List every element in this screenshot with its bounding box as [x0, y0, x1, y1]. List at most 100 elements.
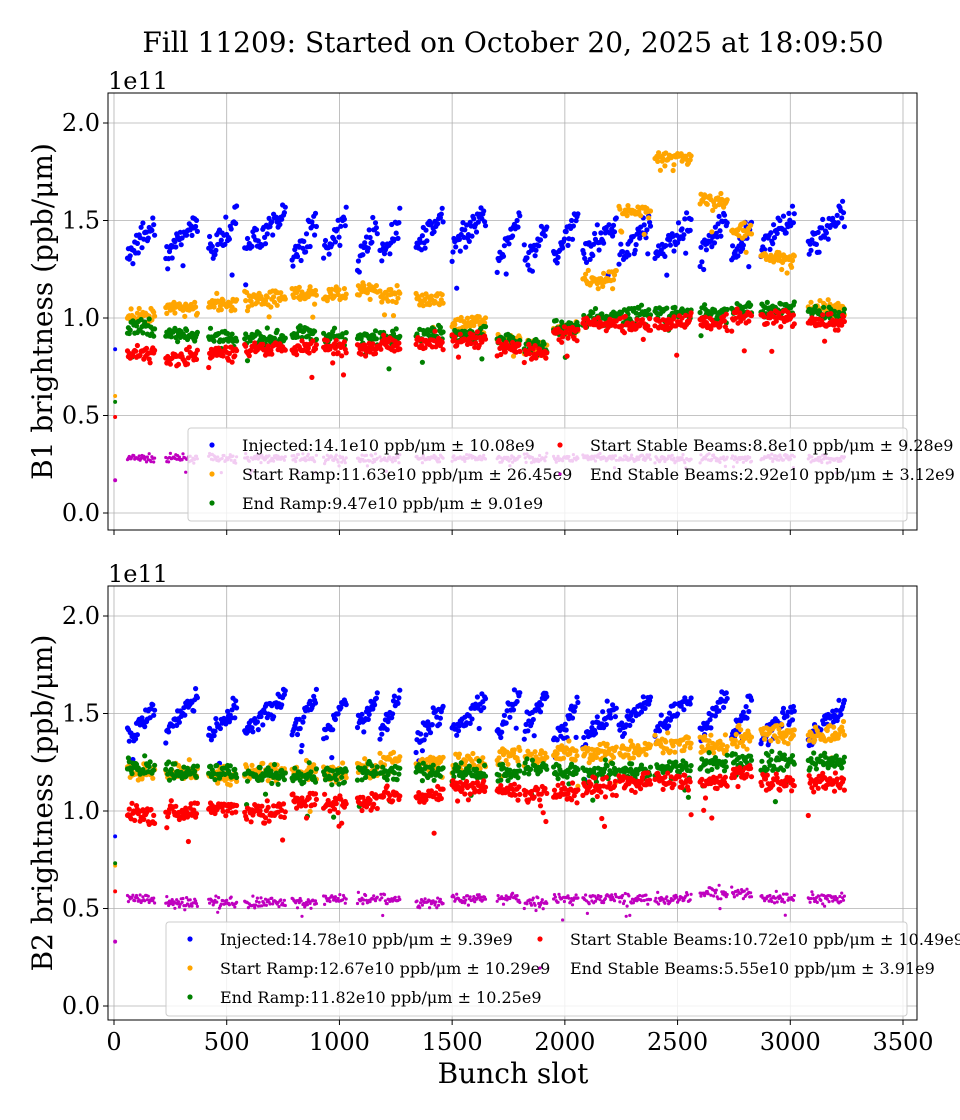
point-start-stable-beams	[575, 326, 581, 333]
point-start-stable-beams	[741, 348, 747, 354]
point-start-stable-beams	[468, 340, 474, 347]
point-end-stable-beams	[176, 900, 181, 904]
point-end-ramp	[812, 303, 819, 309]
point-injected	[834, 212, 840, 218]
point-start-stable-beams	[746, 318, 752, 324]
point-injected	[264, 231, 270, 237]
point-start-stable-beams	[333, 337, 339, 343]
point-start-ramp	[748, 231, 755, 237]
point-injected	[419, 233, 425, 239]
point-injected	[307, 698, 313, 704]
point-injected	[688, 216, 694, 222]
point-end-stable-beams	[714, 888, 718, 892]
point-end-ramp	[702, 302, 708, 308]
point-injected	[212, 252, 218, 258]
point-injected	[475, 219, 481, 225]
point-end-stable-beams	[185, 896, 189, 900]
point-injected	[312, 232, 318, 238]
point-end-stable-beams	[835, 896, 839, 901]
point-start-ramp	[452, 321, 458, 328]
axes-frame	[107, 92, 918, 531]
point-start-ramp	[791, 253, 797, 259]
point-start-ramp	[600, 283, 606, 289]
point-end-ramp	[194, 329, 200, 335]
point-end-stable-beams	[699, 894, 703, 898]
point-injected	[163, 740, 169, 746]
point-injected	[681, 232, 687, 238]
point-injected	[298, 749, 304, 755]
point-injected	[514, 698, 520, 705]
point-start-ramp	[517, 747, 523, 754]
point-injected	[569, 236, 576, 242]
point-end-stable-beams	[680, 896, 684, 900]
point-end-stable-beams	[465, 894, 470, 898]
point-injected	[666, 710, 673, 716]
point-injected	[369, 239, 375, 245]
point-end-stable-beams	[781, 897, 785, 902]
point-start-stable-beams	[622, 313, 628, 319]
point-start-stable-beams	[532, 343, 538, 349]
point-injected	[499, 729, 505, 735]
point-start-stable-beams	[544, 350, 550, 356]
point-injected	[422, 245, 428, 251]
point-injected	[258, 713, 264, 720]
point-injected	[321, 255, 327, 261]
point-end-stable-beams	[397, 895, 401, 899]
point-injected	[600, 709, 606, 715]
point-end-stable-beams	[225, 898, 229, 903]
point-injected	[537, 237, 544, 243]
point-end-stable-beams	[567, 896, 571, 900]
point-injected	[771, 235, 778, 241]
y-axis-label: B1 brightness (ppb/μm)	[26, 143, 59, 480]
point-injected	[671, 248, 677, 254]
point-start-ramp	[377, 288, 383, 294]
point-injected	[521, 242, 527, 248]
point-end-stable-beams	[477, 893, 481, 897]
point-start-stable-beams	[340, 343, 346, 349]
point-start-stable-beams	[498, 351, 504, 358]
point-injected	[656, 728, 663, 734]
point-start-stable-beams	[396, 340, 402, 346]
point-injected	[611, 229, 618, 235]
point-end-stable-beams	[298, 896, 302, 901]
point-start-stable-beams	[363, 353, 369, 359]
point-injected	[395, 235, 401, 241]
point-end-stable-beams	[770, 899, 774, 904]
point-injected	[712, 713, 719, 719]
point-start-stable-beams	[565, 335, 571, 341]
point-start-ramp	[583, 271, 589, 277]
point-start-ramp	[710, 207, 716, 213]
point-start-ramp	[743, 249, 749, 255]
point-injected	[517, 690, 523, 696]
point-end-stable-beams	[648, 897, 653, 902]
point-injected	[536, 243, 542, 249]
point-end-stable-beams	[420, 903, 424, 907]
point-start-stable-beams	[397, 346, 403, 352]
point-end-stable-beams	[380, 896, 384, 900]
point-injected	[374, 231, 380, 237]
point-injected	[789, 203, 796, 209]
point-injected	[783, 230, 789, 236]
point-injected	[709, 244, 715, 250]
point-injected	[379, 731, 385, 737]
point-injected	[457, 248, 463, 254]
point-start-stable-beams	[305, 345, 311, 351]
point-injected	[573, 218, 579, 224]
point-start-ramp	[610, 286, 616, 292]
point-start-stable-beams	[473, 340, 479, 346]
point-injected	[642, 705, 648, 712]
point-end-stable-beams	[822, 893, 826, 898]
point-end-stable-beams	[556, 900, 560, 904]
point-end-stable-beams	[642, 898, 646, 903]
point-end-stable-beams	[138, 893, 142, 897]
point-start-ramp	[136, 305, 142, 312]
point-end-stable-beams	[533, 903, 537, 907]
point-injected	[464, 222, 470, 228]
point-end-stable-beams	[171, 903, 175, 907]
point-injected	[647, 223, 654, 229]
point-injected	[807, 241, 813, 247]
point-start-ramp	[611, 272, 618, 278]
point-end-stable-beams	[423, 897, 427, 901]
point-end-stable-beams	[825, 897, 829, 901]
